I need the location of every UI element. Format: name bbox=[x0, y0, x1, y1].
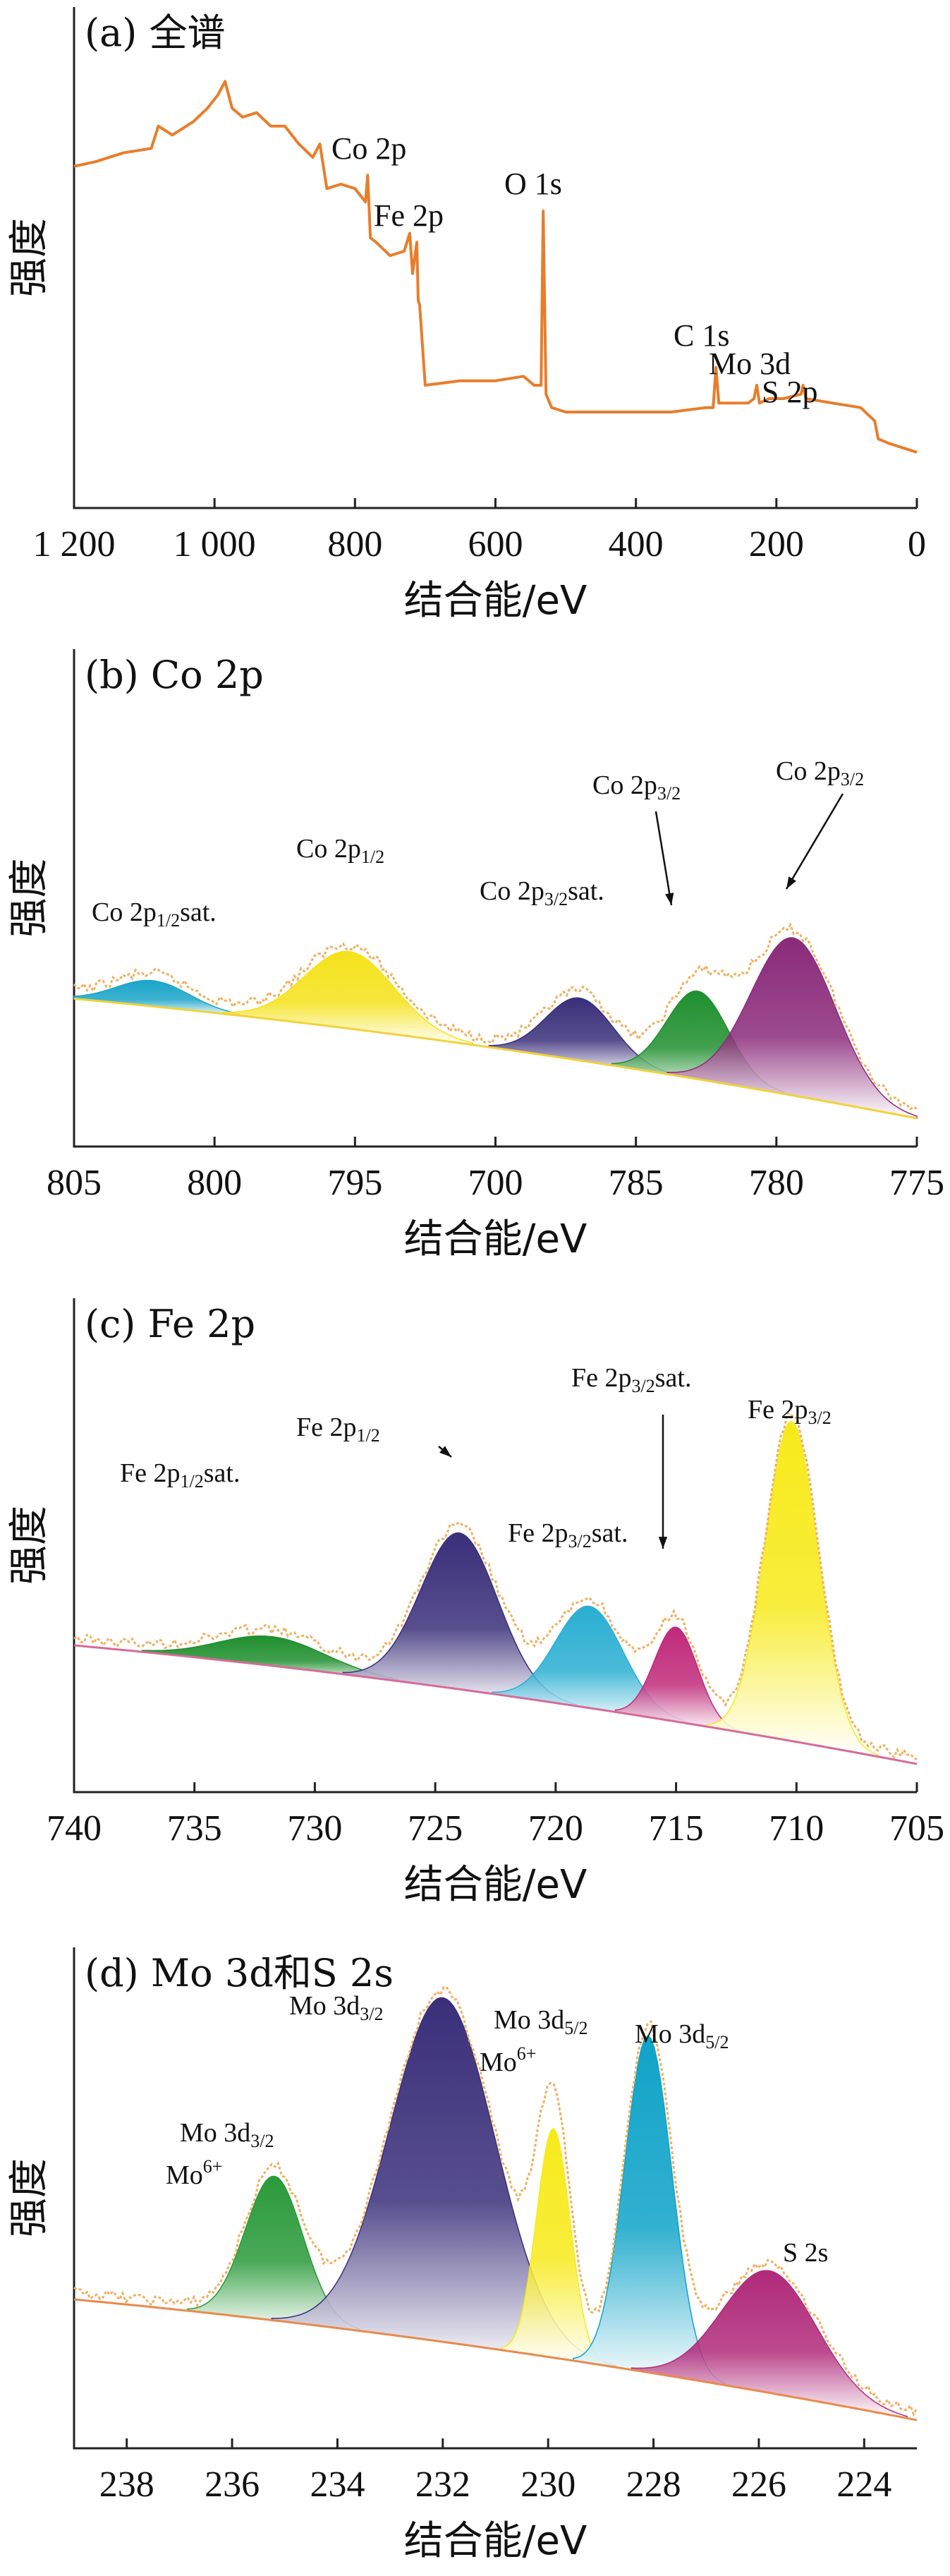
fit-peak bbox=[705, 1420, 879, 1758]
peak-label: Fe 2p1/2 bbox=[296, 1413, 380, 1446]
x-tick-label: 795 bbox=[327, 1163, 382, 1203]
panel-3: 740 735 730 725 720 715 710 705 结合能/eV 强度 (c) Fe 2… bbox=[6, 1298, 944, 1908]
peak-label: Fe 2p3/2 bbox=[748, 1395, 832, 1428]
x-axis-label: 结合能/eV bbox=[404, 578, 587, 624]
peak-label: Co 2p3/2 bbox=[776, 756, 864, 790]
fit-peak bbox=[573, 2035, 726, 2386]
peak-label: S 2s bbox=[783, 2238, 828, 2268]
x-tick-label: 234 bbox=[310, 2465, 365, 2505]
pointer-arrow bbox=[785, 793, 844, 890]
peak-label: C 1s bbox=[674, 318, 729, 353]
peak-label: Co 2p1/2 bbox=[296, 834, 384, 867]
peak-label: Mo 3d5/2 bbox=[635, 2019, 729, 2052]
peak-label: Fe 2p bbox=[374, 198, 444, 233]
x-tick-label: 740 bbox=[47, 1808, 102, 1849]
panel-title: (c) Fe 2p bbox=[85, 1302, 255, 1346]
peak-label: O 1s bbox=[504, 167, 562, 201]
x-tick-label: 725 bbox=[408, 1808, 463, 1849]
x-tick-label: 700 bbox=[468, 1163, 523, 1203]
x-tick-label: 228 bbox=[626, 2465, 681, 2505]
x-tick-label: 1 200 bbox=[33, 524, 116, 564]
x-tick-label: 226 bbox=[731, 2465, 786, 2505]
fit-peak bbox=[73, 979, 240, 1017]
x-tick-label: 238 bbox=[99, 2465, 154, 2505]
ion-label: Mo6+ bbox=[166, 2156, 222, 2190]
pointer-arrow bbox=[654, 811, 673, 906]
peak-label: Fe 2p1/2sat. bbox=[120, 1458, 240, 1492]
x-axis-label: 结合能/eV bbox=[404, 1862, 587, 1908]
axes bbox=[73, 1947, 917, 2450]
x-tick-label: 715 bbox=[649, 1808, 704, 1849]
envelope-line bbox=[73, 1412, 918, 1761]
peak-label: Co 2p bbox=[331, 131, 406, 166]
x-tick-label: 600 bbox=[468, 524, 523, 564]
x-axis-label: 结合能/eV bbox=[404, 2518, 587, 2564]
x-axis-label: 结合能/eV bbox=[404, 1216, 587, 1262]
background-line bbox=[73, 1644, 918, 1765]
envelope-line bbox=[73, 922, 918, 1111]
peak-label: Co 2p3/2 bbox=[592, 770, 681, 804]
x-tick-label: 705 bbox=[889, 1808, 944, 1849]
peak-label: Fe 2p3/2sat. bbox=[571, 1363, 691, 1396]
panel-title: (d) Mo 3d和S 2s bbox=[85, 1951, 394, 1995]
x-tick-label: 0 bbox=[908, 524, 926, 564]
x-tick-label: 230 bbox=[520, 2465, 576, 2505]
arrow-head bbox=[786, 876, 796, 889]
peak-label: Mo 3d3/2 bbox=[180, 2118, 274, 2151]
arrow-head bbox=[439, 1446, 451, 1457]
peak-label: Fe 2p3/2sat. bbox=[508, 1518, 628, 1552]
peak-label: S 2p bbox=[762, 375, 817, 409]
panel-2: 805 800 795 700 785 780 775 结合能/eV 强度 (b) Co 2p Co… bbox=[6, 649, 944, 1262]
peak-label: Co 2p3/2sat. bbox=[480, 876, 604, 909]
x-tick-label: 805 bbox=[47, 1163, 102, 1203]
arrow-head bbox=[658, 1537, 668, 1549]
x-tick-label: 710 bbox=[769, 1808, 824, 1849]
x-tick-label: 200 bbox=[749, 524, 804, 564]
x-tick-label: 785 bbox=[609, 1163, 664, 1203]
x-tick-label: 720 bbox=[528, 1808, 583, 1849]
panel-title: (a) 全谱 bbox=[85, 11, 226, 55]
ion-label: Mo6+ bbox=[480, 2043, 536, 2077]
x-tick-label: 236 bbox=[205, 2465, 260, 2505]
peak-label: Mo 3d5/2 bbox=[494, 2005, 588, 2038]
fit-peak bbox=[222, 950, 474, 1046]
arrow-head bbox=[665, 893, 674, 905]
peak-label: Co 2p1/2sat. bbox=[92, 897, 217, 931]
x-tick-label: 780 bbox=[749, 1163, 804, 1203]
y-axis-label: 强度 bbox=[6, 859, 52, 938]
x-tick-label: 224 bbox=[836, 2465, 891, 2505]
x-tick-label: 800 bbox=[187, 1163, 242, 1203]
peak-label: Mo 3d3/2 bbox=[289, 1991, 384, 2024]
axes bbox=[73, 7, 917, 509]
background-line bbox=[73, 2298, 918, 2421]
panel-1: 1 200 1 000 800 600 400 200 0 结合能/eV 强度 (a) 全谱 Co … bbox=[6, 7, 926, 624]
x-tick-label: 232 bbox=[415, 2465, 470, 2505]
x-tick-label: 735 bbox=[167, 1808, 222, 1849]
x-tick-label: 775 bbox=[889, 1163, 944, 1203]
panel-title: (b) Co 2p bbox=[85, 653, 264, 697]
panel-4: 238 236 234 232 230 228 226 224 结合能/eV 强度 (d) Mo 3… bbox=[6, 1947, 918, 2564]
y-axis-label: 强度 bbox=[6, 218, 52, 297]
x-tick-label: 730 bbox=[287, 1808, 342, 1849]
y-axis-label: 强度 bbox=[6, 2158, 52, 2237]
x-tick-label: 1 000 bbox=[173, 524, 256, 564]
peak-label: Mo 3d bbox=[709, 346, 791, 381]
x-tick-label: 400 bbox=[609, 524, 664, 564]
survey-line bbox=[73, 80, 918, 454]
background-line bbox=[73, 998, 918, 1120]
x-tick-label: 800 bbox=[327, 524, 382, 564]
y-axis-label: 强度 bbox=[6, 1506, 52, 1585]
